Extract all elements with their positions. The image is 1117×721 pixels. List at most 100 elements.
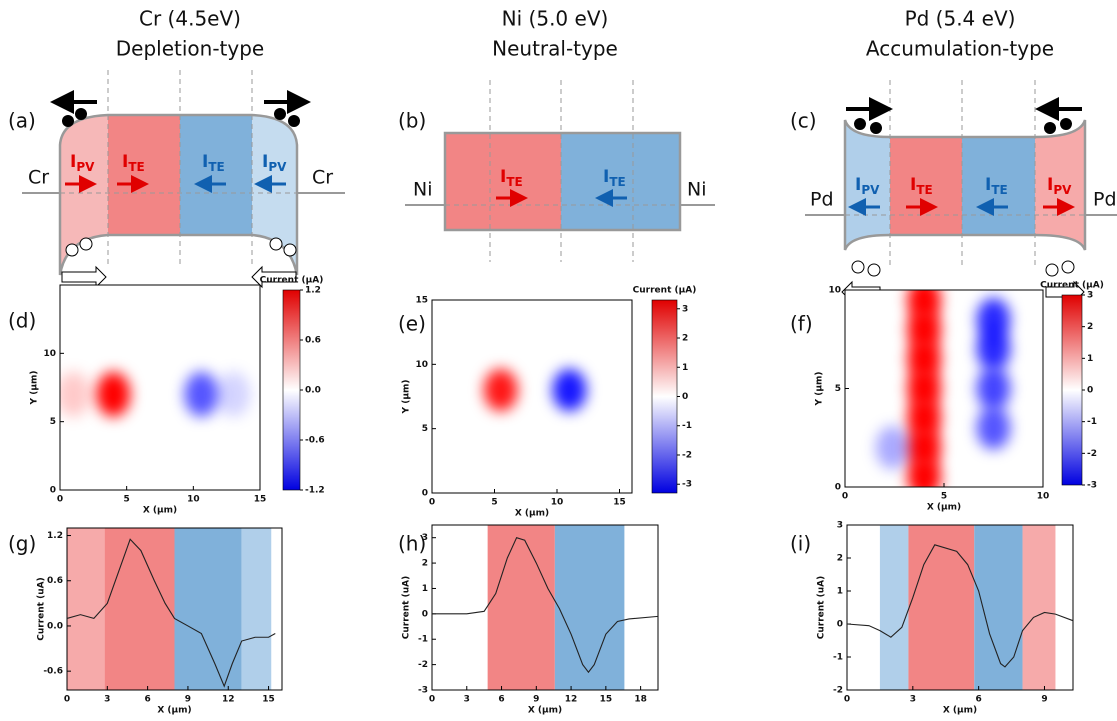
colorbar-tick-label: 2 (1087, 322, 1093, 332)
current-spot (60, 371, 91, 417)
x-tick-label: 9 (533, 695, 539, 705)
y-tick-label: -1 (418, 635, 428, 645)
colorbar-tick-label: 1 (682, 363, 688, 373)
spots (875, 290, 1011, 487)
plot-frame (66, 527, 283, 691)
y-axis-label: Current (uA) (37, 577, 47, 640)
colorbar-tick-label: -2 (682, 450, 692, 460)
x-tick-label: 15 (254, 495, 267, 505)
plot-frame (431, 524, 659, 691)
panel-label: (a) (8, 109, 36, 133)
current-label: ITE (202, 152, 225, 174)
current-line (66, 538, 276, 688)
plot-frame (846, 524, 1074, 691)
current-spot (184, 371, 219, 417)
plot-bg (845, 290, 1043, 487)
colorbar (651, 299, 678, 494)
current-label: ITE (603, 167, 626, 189)
header: Neutral-type (492, 37, 618, 61)
x-axis-label: X (μm) (927, 503, 961, 513)
plot-frame (844, 289, 1044, 488)
x-tick-label: 18 (634, 695, 647, 705)
contact-label: Pd (810, 189, 834, 211)
current-spot (976, 406, 1011, 450)
current-spot (907, 290, 942, 322)
colorbar-tick-label: -2 (1087, 449, 1097, 459)
y-tick-label: 1 (422, 584, 428, 594)
header: Accumulation-type (866, 37, 1054, 61)
current-spot (976, 366, 1011, 411)
colorbar (282, 289, 301, 491)
x-tick-label: 9 (1041, 695, 1047, 705)
x-tick-label: 15 (600, 695, 613, 705)
y-tick-label: 3 (422, 533, 428, 543)
y-tick-label: -2 (833, 686, 843, 696)
line-panel: 0 3 6 9 12 15 1.2 0.6 0.0 -0.6 X (μm) Current (uA) (… (8, 527, 283, 716)
panel-label: (i) (790, 532, 811, 556)
colorbar-tick-label: 3 (682, 304, 688, 314)
y-tick-label: 0.6 (47, 576, 63, 586)
spots (483, 368, 587, 412)
region-band (174, 528, 242, 690)
y-axis-label: Y (μm) (30, 371, 40, 406)
y-tick-label: 15 (415, 296, 428, 306)
line-panel: 0 3 6 9 -2 -1 0 1 2 3 X (μm) Current (uA) (i) (790, 521, 1074, 716)
plot-bg (432, 300, 632, 493)
panel-label: (c) (790, 109, 817, 133)
y-tick-label: 10 (828, 286, 841, 296)
panel-label: (b) (398, 109, 426, 133)
y-tick-label: -3 (418, 686, 428, 696)
current-spot (96, 371, 131, 417)
y-tick-label: 2 (422, 559, 428, 569)
y-tick-label: 0 (422, 609, 428, 619)
x-tick-label: 3 (464, 695, 470, 705)
current-label: ITE (122, 152, 145, 174)
region-band (1022, 525, 1056, 690)
y-tick-label: 0 (50, 486, 56, 496)
colorbar-tick-label: 0.6 (305, 336, 321, 346)
colorbar-tick-label: 2 (682, 334, 688, 344)
y-tick-label: 0 (422, 489, 428, 499)
header: Cr (4.5eV) (139, 7, 241, 31)
region-band (908, 525, 975, 690)
current-label: IPV (1047, 175, 1072, 197)
y-tick-label: 2 (837, 554, 843, 564)
x-tick-label: 5 (491, 498, 497, 508)
x-axis-label: X (μm) (528, 706, 562, 716)
spots (60, 371, 251, 417)
x-axis-label: X (μm) (143, 506, 177, 516)
contact-label: Ni (687, 179, 707, 201)
current-spot (483, 368, 518, 412)
colorbar-tick-label: -1.2 (305, 486, 325, 496)
x-tick-label: 6 (498, 695, 504, 705)
colorbar-title: Current (μA) (260, 276, 324, 286)
colorbar-tick-label: 0 (1087, 386, 1093, 396)
y-tick-label: 5 (422, 424, 428, 434)
colorbar-tick-label: -3 (682, 480, 692, 490)
panel-label: (e) (398, 312, 426, 336)
y-tick-label: 0 (837, 620, 843, 630)
x-tick-label: 0 (842, 492, 848, 502)
current-spot (875, 425, 910, 470)
region-band (879, 525, 909, 690)
x-tick-label: 15 (262, 695, 275, 705)
colorbar-tick-label: 1.2 (305, 286, 321, 296)
colorbar-title: Current (μA) (633, 286, 697, 296)
x-tick-label: 0 (844, 695, 850, 705)
colorbar (1061, 294, 1083, 486)
panel-label: (d) (8, 309, 36, 333)
current-label: ITE (500, 167, 523, 189)
colorbar-tick-label: 3 (1087, 291, 1093, 301)
x-tick-label: 0 (57, 495, 63, 505)
x-axis-label: X (μm) (943, 706, 977, 716)
colorbar-tick-label: -3 (1087, 481, 1097, 491)
x-tick-label: 3 (910, 695, 916, 705)
y-axis-label: Current (uA) (817, 576, 827, 639)
header: Ni (5.0 eV) (502, 7, 609, 31)
y-tick-label: 0.0 (47, 621, 63, 631)
current-label: ITE (910, 175, 933, 197)
y-tick-label: 10 (415, 360, 428, 370)
